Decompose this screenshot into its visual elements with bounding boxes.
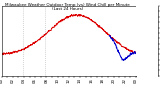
Text: Milwaukee Weather Outdoor Temp (vs) Wind Chill per Minute (Last 24 Hours): Milwaukee Weather Outdoor Temp (vs) Wind… — [5, 3, 130, 11]
